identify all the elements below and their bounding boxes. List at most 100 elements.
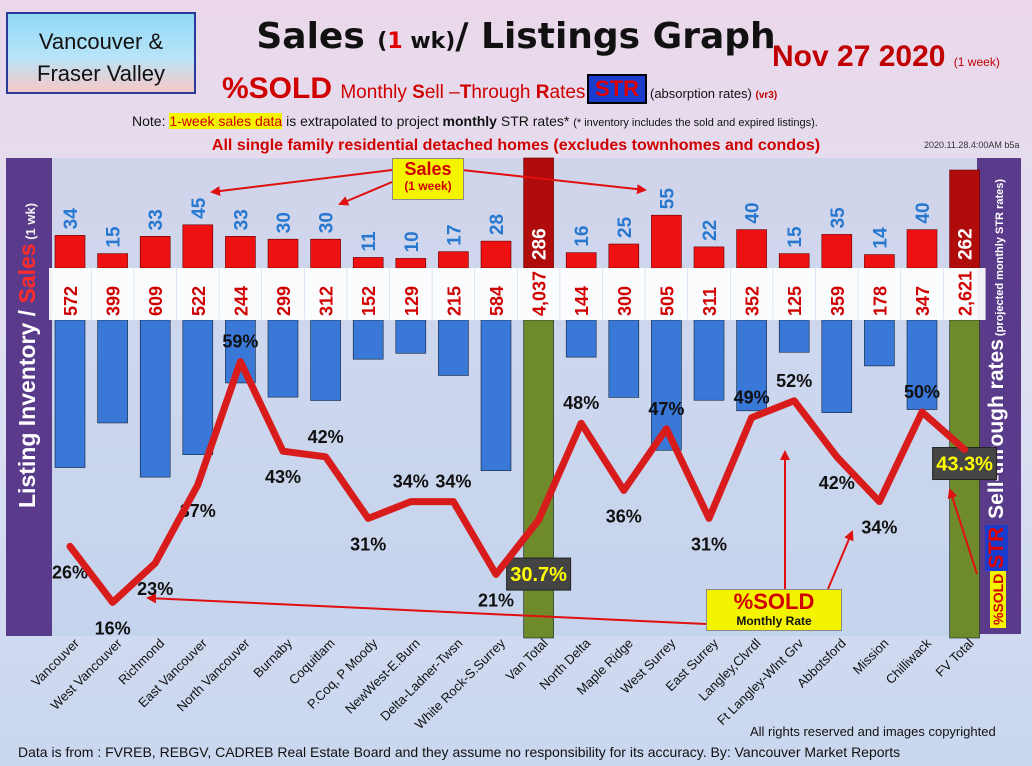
callout-arrow [338, 181, 393, 206]
label-band [773, 268, 816, 320]
msr-R: R [535, 82, 550, 103]
str-percent-label: 47% [648, 399, 684, 419]
sales-value-label: 33 [231, 209, 252, 230]
sales-bar [395, 258, 427, 269]
sales-value-label: 15 [104, 226, 125, 248]
listing-value-label: 609 [146, 286, 166, 316]
listing-value-label: 129 [402, 286, 422, 316]
sales-bar [438, 251, 469, 269]
sales-bar [182, 224, 214, 269]
sales-bar [821, 234, 853, 269]
data-note: Note: 1-week sales data is extrapolated … [132, 113, 818, 129]
sales-bar [736, 229, 767, 269]
str-percent-label: 42% [308, 427, 344, 447]
listing-value-label: 152 [359, 286, 379, 316]
title-part-b: 1 [387, 29, 403, 54]
str-percent-label: 26% [52, 562, 88, 582]
sales-value-label: 33 [146, 209, 167, 230]
total-str-label: 30.7% [510, 564, 567, 586]
listing-bar [778, 319, 810, 353]
title-part-d: / Listings Graph [455, 16, 776, 57]
listing-bar [395, 319, 427, 354]
sales-value-label: 286 [530, 228, 551, 260]
str-line [66, 358, 969, 606]
sales-value-label: 16 [572, 225, 593, 246]
absorb-text: (absorption rates) [650, 86, 752, 101]
listing-value-label: 4,037 [530, 271, 550, 316]
str-percent-label: 23% [137, 579, 173, 599]
sales-value-label: 14 [870, 227, 891, 249]
callout-arrow [947, 488, 978, 575]
title-part-c: wk) [402, 29, 456, 54]
sales-value-label: 30 [317, 212, 338, 233]
listing-bar [736, 319, 767, 412]
listing-value-label: 215 [444, 286, 464, 316]
msr-3: hrough [471, 82, 536, 103]
category-label: NewWest-E.Burn [342, 636, 423, 717]
absorb-version: (vr3) [755, 90, 778, 101]
sales-value-label: 34 [61, 208, 82, 230]
date-small: (1 week) [953, 55, 1000, 69]
label-band [432, 268, 475, 320]
listing-value-label: 584 [487, 286, 507, 316]
label-band [91, 268, 134, 320]
listing-value-label: 178 [870, 286, 890, 316]
label-band [858, 268, 901, 320]
listing-bar [693, 319, 725, 401]
sales-value-label: 55 [657, 188, 678, 210]
msr-S: S [412, 82, 425, 103]
title-open: ( [377, 29, 388, 54]
sales-value-label: 15 [785, 226, 806, 248]
sales-value-label: 45 [189, 197, 210, 219]
listing-bar [352, 319, 384, 360]
sales-callout: Sales (1 week) [392, 158, 464, 200]
label-band [602, 268, 645, 320]
str-percent-label: 16% [95, 618, 131, 638]
sales-value-label: 40 [913, 202, 934, 223]
label-band [475, 268, 517, 320]
category-label: North Vancouver [174, 635, 253, 714]
subtitle: All single family residential detached h… [211, 137, 821, 154]
listing-bar [565, 319, 597, 358]
category-label: Chilliwack [883, 635, 935, 687]
sales-bar [906, 229, 938, 269]
sales-value-label: 30 [274, 212, 295, 233]
label-band [688, 268, 730, 320]
label-band [176, 268, 219, 320]
note-pre: Note: [132, 113, 170, 129]
region-line-1: Vancouver & [38, 29, 164, 54]
listing-value-label: 311 [700, 287, 720, 316]
right-axis-panel: %SOLDSTR Sell-through rates (projected m… [977, 158, 1021, 634]
date-text: Nov 27 2020 [772, 40, 946, 73]
sales-bar [949, 169, 980, 269]
listing-value-label: 300 [615, 286, 635, 316]
sold-heading-main: %SOLD [222, 72, 341, 105]
total-str-box [506, 557, 572, 591]
report-date: Nov 27 2020 (1 week) [772, 40, 1000, 74]
listing-bar [906, 319, 938, 410]
label-band [943, 268, 986, 320]
sold-callout-sub: Monthly Rate [736, 614, 812, 628]
note-bold: monthly [442, 113, 497, 129]
timestamp: 2020.11.28.4:00AM b5a [924, 140, 1020, 150]
str-percent-label: 43% [265, 467, 301, 487]
listing-value-label: 359 [828, 286, 848, 316]
sales-bar [97, 253, 128, 269]
sales-bar [651, 214, 682, 269]
msr-4: ates [549, 82, 586, 103]
listing-value-label: 312 [317, 286, 337, 316]
chart-title: Sales (1 wk)/ Listings Graph [0, 16, 1032, 57]
listing-bar [821, 319, 853, 413]
data-source: Data is from : FVREB, REBGV, CADREB Real… [18, 744, 901, 760]
sales-bar [480, 240, 512, 269]
listing-value-label: 399 [104, 286, 124, 316]
str-percent-label: 34% [393, 472, 429, 492]
listing-value-label: 352 [743, 286, 763, 316]
label-band [219, 268, 262, 320]
sales-bar [139, 236, 171, 269]
listing-value-label: 125 [785, 286, 805, 316]
callout-arrow [827, 530, 854, 590]
listing-bar [139, 319, 171, 478]
str-badge: STR [587, 74, 647, 104]
sales-bar [565, 252, 597, 269]
